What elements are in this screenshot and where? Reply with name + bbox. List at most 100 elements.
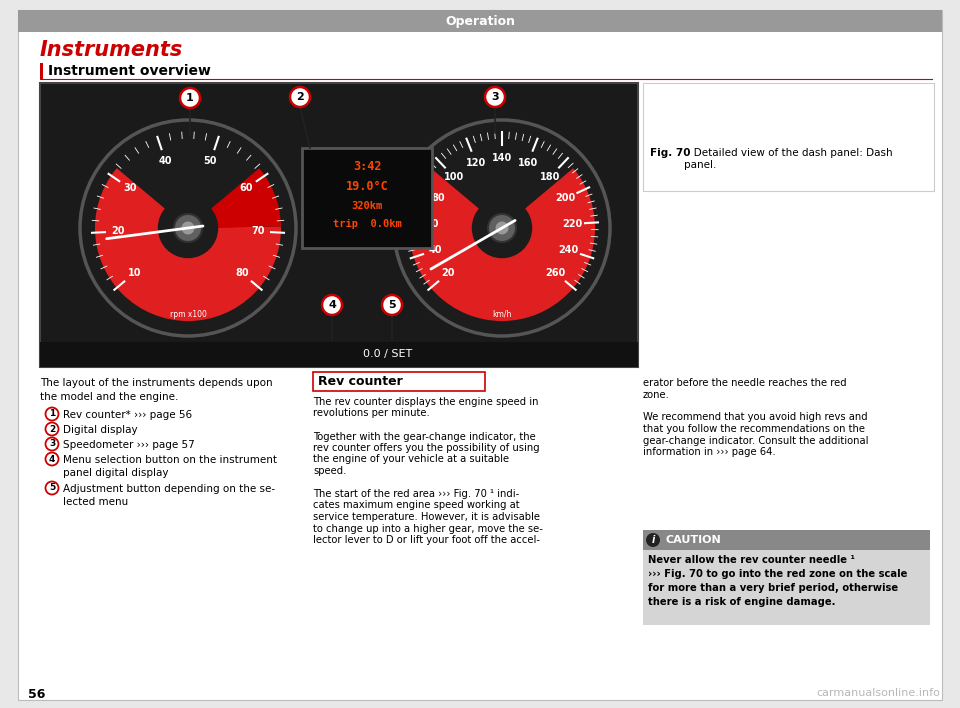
Text: Rev counter* ››› page 56: Rev counter* ››› page 56 <box>63 410 192 420</box>
Circle shape <box>157 198 218 258</box>
Text: for more than a very brief period, otherwise: for more than a very brief period, other… <box>648 583 899 593</box>
Text: carmanualsonline.info: carmanualsonline.info <box>816 688 940 698</box>
Text: 5: 5 <box>49 484 55 493</box>
Text: km/h: km/h <box>492 310 512 319</box>
Text: 320km: 320km <box>351 201 383 211</box>
Text: 3: 3 <box>492 92 499 102</box>
Text: 160: 160 <box>517 158 538 168</box>
Text: 0.0 / SET: 0.0 / SET <box>364 350 413 360</box>
Text: 4: 4 <box>49 455 55 464</box>
Text: 200: 200 <box>556 193 576 203</box>
Text: that you follow the recommendations on the: that you follow the recommendations on t… <box>643 424 865 434</box>
Bar <box>302 148 432 248</box>
Text: 1: 1 <box>186 93 194 103</box>
Text: 70: 70 <box>252 227 265 236</box>
Circle shape <box>174 214 202 242</box>
Text: ››› Fig. 70 to go into the red zone on the scale: ››› Fig. 70 to go into the red zone on t… <box>648 569 907 579</box>
Text: Together with the gear-change indicator, the: Together with the gear-change indicator,… <box>313 431 536 442</box>
Text: 20: 20 <box>442 268 455 278</box>
Bar <box>40 342 638 367</box>
Text: 80: 80 <box>432 193 445 203</box>
Text: 80: 80 <box>235 268 249 278</box>
Text: to change up into a higher gear, move the se-: to change up into a higher gear, move th… <box>313 523 542 534</box>
Circle shape <box>181 222 195 234</box>
Circle shape <box>80 120 296 336</box>
Bar <box>643 530 930 625</box>
Text: Digital display: Digital display <box>63 425 137 435</box>
Text: Instrument overview: Instrument overview <box>48 64 211 78</box>
Circle shape <box>485 87 505 107</box>
Text: Detailed view of the dash panel: Dash
panel.: Detailed view of the dash panel: Dash pa… <box>684 148 893 170</box>
Circle shape <box>180 88 200 108</box>
Text: lector lever to D or lift your foot off the accel-: lector lever to D or lift your foot off … <box>313 535 540 545</box>
Text: 40: 40 <box>428 245 443 255</box>
Text: The start of the red area ››› Fig. 70 ¹ indi-: The start of the red area ››› Fig. 70 ¹ … <box>313 489 519 499</box>
Text: 3:42: 3:42 <box>352 159 381 173</box>
Text: 2: 2 <box>296 92 304 102</box>
Circle shape <box>471 198 532 258</box>
Text: Menu selection button on the instrument
panel digital display: Menu selection button on the instrument … <box>63 455 277 478</box>
Circle shape <box>290 87 310 107</box>
Bar <box>643 530 930 550</box>
Text: Operation: Operation <box>445 14 515 28</box>
Text: 20: 20 <box>111 227 125 236</box>
Text: Fig. 70: Fig. 70 <box>650 148 690 158</box>
Text: rev counter offers you the possibility of using: rev counter offers you the possibility o… <box>313 443 540 453</box>
Text: zone.: zone. <box>643 389 670 399</box>
Circle shape <box>394 120 610 336</box>
Circle shape <box>45 481 59 494</box>
Wedge shape <box>405 166 599 325</box>
Text: 50: 50 <box>204 156 217 166</box>
Text: 220: 220 <box>562 219 582 229</box>
Text: cates maximum engine speed working at: cates maximum engine speed working at <box>313 501 519 510</box>
Circle shape <box>45 408 59 421</box>
Text: Instruments: Instruments <box>40 40 183 60</box>
Text: 240: 240 <box>559 245 579 255</box>
Text: information in ››› page 64.: information in ››› page 64. <box>643 447 776 457</box>
Wedge shape <box>91 166 285 325</box>
Text: Never allow the rev counter needle ¹: Never allow the rev counter needle ¹ <box>648 555 855 565</box>
Text: 19.0°C: 19.0°C <box>346 180 389 193</box>
Text: the engine of your vehicle at a suitable: the engine of your vehicle at a suitable <box>313 455 509 464</box>
Text: 180: 180 <box>540 172 561 182</box>
Text: CAUTION: CAUTION <box>665 535 721 545</box>
Text: 260: 260 <box>545 268 565 278</box>
Text: 100: 100 <box>444 172 464 182</box>
Text: rpm x100: rpm x100 <box>170 310 206 319</box>
Circle shape <box>646 533 660 547</box>
Text: there is a risk of engine damage.: there is a risk of engine damage. <box>648 597 835 607</box>
Circle shape <box>322 295 342 315</box>
Text: Rev counter: Rev counter <box>318 375 403 388</box>
Text: 56: 56 <box>28 688 45 702</box>
Text: revolutions per minute.: revolutions per minute. <box>313 409 430 418</box>
Text: Speedometer ››› page 57: Speedometer ››› page 57 <box>63 440 195 450</box>
Wedge shape <box>188 166 285 228</box>
Text: 140: 140 <box>492 153 512 163</box>
Text: 4: 4 <box>328 300 336 310</box>
Text: 2: 2 <box>49 425 55 433</box>
Text: erator before the needle reaches the red: erator before the needle reaches the red <box>643 378 847 388</box>
Circle shape <box>488 214 516 242</box>
Circle shape <box>382 295 402 315</box>
Text: trip  0.0km: trip 0.0km <box>332 219 401 229</box>
Text: Adjustment button depending on the se-
lected menu: Adjustment button depending on the se- l… <box>63 484 276 507</box>
Bar <box>40 63 43 79</box>
Text: 60: 60 <box>239 183 252 193</box>
Text: 5: 5 <box>388 300 396 310</box>
Text: 3: 3 <box>49 440 55 448</box>
Text: 30: 30 <box>123 183 136 193</box>
Text: i: i <box>651 535 655 545</box>
Text: 1: 1 <box>49 409 55 418</box>
Text: service temperature. However, it is advisable: service temperature. However, it is advi… <box>313 512 540 522</box>
Text: 60: 60 <box>425 219 439 229</box>
Circle shape <box>495 222 509 234</box>
Text: 10: 10 <box>128 268 141 278</box>
Text: gear-change indicator. Consult the additional: gear-change indicator. Consult the addit… <box>643 435 869 445</box>
Bar <box>643 83 934 191</box>
Text: The layout of the instruments depends upon
the model and the engine.: The layout of the instruments depends up… <box>40 378 273 402</box>
Bar <box>40 83 638 367</box>
Circle shape <box>45 452 59 465</box>
Circle shape <box>45 438 59 450</box>
Text: The rev counter displays the engine speed in: The rev counter displays the engine spee… <box>313 397 539 407</box>
Text: We recommend that you avoid high revs and: We recommend that you avoid high revs an… <box>643 413 868 423</box>
